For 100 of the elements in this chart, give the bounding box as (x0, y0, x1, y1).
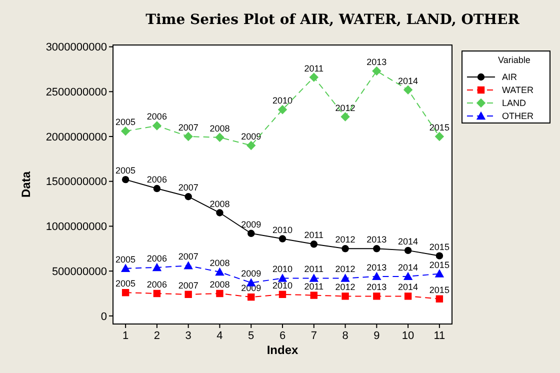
annotation: 2007 (178, 252, 198, 262)
point (184, 132, 193, 142)
annotation: 2007 (178, 122, 198, 133)
point (152, 262, 162, 272)
point (152, 121, 162, 130)
y-tick-label: 0 (100, 310, 107, 323)
annotation: 2009 (241, 219, 262, 230)
x-tick-label: 7 (310, 330, 317, 342)
point (340, 112, 350, 122)
annotation: 2014 (398, 236, 418, 246)
point (309, 274, 318, 282)
y-tick-label: 3000000000 (46, 42, 107, 54)
annotation: 2012 (335, 264, 356, 274)
point (216, 290, 224, 298)
x-tick-label: 11 (434, 330, 446, 342)
point (122, 176, 130, 184)
legend-label: OTHER (502, 111, 534, 122)
point (342, 245, 349, 252)
point (153, 184, 161, 192)
annotation: 2011 (304, 264, 324, 274)
annotation: 2008 (210, 258, 230, 268)
annotation: 2013 (366, 262, 387, 272)
point (278, 104, 288, 114)
point (403, 272, 413, 280)
chart-title: Time Series Plot of AIR, WATER, LAND, OTHER (146, 12, 520, 28)
point (373, 292, 380, 300)
point (403, 85, 413, 94)
annotation: 2007 (178, 182, 198, 193)
annotation: 2010 (272, 224, 293, 235)
annotation: 2015 (429, 242, 450, 252)
annotation: 2005 (116, 254, 136, 264)
point (120, 126, 130, 136)
point (184, 290, 192, 298)
annotation: 2013 (366, 282, 387, 292)
point (278, 235, 286, 242)
legend-title: Variable (498, 55, 530, 65)
point (184, 261, 193, 270)
annotation: 2006 (146, 112, 167, 122)
y-axis-title: Data (19, 171, 33, 198)
annotation: 2013 (366, 57, 387, 68)
annotation: 2008 (210, 280, 230, 290)
point (278, 290, 286, 298)
annotation: 2011 (304, 230, 324, 240)
annotation: 2007 (178, 280, 198, 290)
point (310, 240, 318, 248)
point (215, 267, 224, 276)
x-tick-label: 3 (185, 330, 192, 342)
x-tick-label: 4 (216, 330, 223, 342)
annotation: 2010 (272, 280, 293, 290)
annotation: 2014 (398, 262, 418, 272)
point (122, 289, 130, 296)
point (310, 292, 318, 299)
annotation: 2011 (304, 63, 324, 74)
annotation: 2006 (146, 174, 167, 185)
point (404, 292, 412, 300)
point (436, 295, 444, 302)
point (372, 272, 382, 280)
point (404, 246, 412, 254)
annotation: 2008 (210, 198, 230, 209)
annotation: 2015 (429, 122, 450, 133)
point (436, 252, 444, 260)
annotation: 2010 (272, 96, 293, 106)
annotation: 2005 (116, 117, 136, 128)
annotation: 2006 (146, 253, 167, 264)
annotation: 2012 (335, 234, 356, 245)
annotation: 2005 (116, 166, 136, 176)
legend-label: WATER (502, 85, 534, 96)
annotation: 2014 (398, 282, 418, 292)
point (248, 230, 255, 237)
point (309, 72, 318, 82)
y-tick-label: 1000000000 (46, 221, 107, 234)
x-tick-label: 2 (154, 330, 160, 342)
point (216, 209, 224, 216)
x-tick-label: 8 (342, 330, 348, 342)
annotation: 2015 (429, 284, 450, 295)
annotation: 2011 (304, 281, 324, 292)
annotation: 2015 (429, 260, 450, 270)
y-tick-label: 500000000 (52, 266, 107, 278)
annotation: 2005 (116, 278, 136, 289)
annotation: 2009 (241, 131, 262, 142)
point (248, 293, 255, 301)
annotation: 2013 (366, 234, 387, 245)
annotation: 2012 (335, 282, 356, 292)
legend-label: AIR (502, 72, 518, 82)
point (153, 290, 161, 298)
x-tick-label: 9 (374, 330, 380, 342)
annotation: 2006 (146, 280, 167, 290)
x-tick-label: 6 (279, 330, 286, 342)
annotation: 2009 (241, 268, 262, 279)
point (434, 132, 444, 142)
point (278, 274, 288, 282)
point (184, 193, 192, 200)
y-tick-label: 2000000000 (46, 131, 107, 144)
point (340, 274, 350, 282)
x-tick-label: 10 (402, 330, 414, 342)
x-tick-label: 5 (248, 330, 254, 342)
point (246, 140, 256, 150)
point (215, 132, 224, 142)
point (373, 245, 380, 252)
legend-label: LAND (502, 98, 527, 108)
